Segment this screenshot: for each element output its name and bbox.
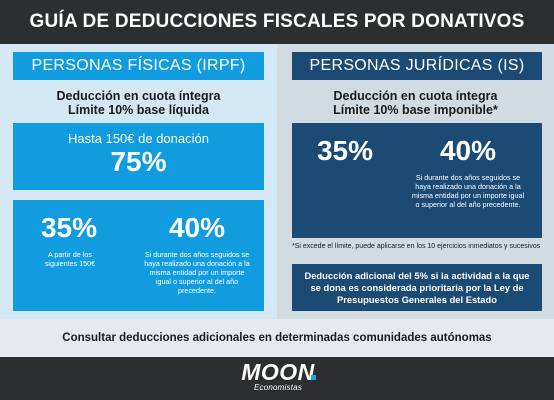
logo-tagline: Economistas [254,383,302,392]
donation-150-percent: 75% [110,146,167,177]
donation-150-box: Hasta 150€ de donación 75% [13,123,264,190]
page-title: GUÍA DE DEDUCCIONES FISCALES POR DONATIV… [0,0,554,44]
irpf-percent-40: 40% [168,212,226,243]
is-note-40: Si durante dos años seguidos se haya rea… [411,173,525,209]
irpf-note-40: Si durante dos años seguidos se haya rea… [144,250,250,295]
logo-dot-icon [311,375,316,380]
irpf-subtitle-line1: Deducción en cuota íntegra [56,89,221,103]
is-subtitle-line1: Deducción en cuota íntegra [333,89,498,103]
footer-note: Consultar deducciones adicionales en det… [0,319,554,357]
is-header: PERSONAS JURÍDICAS (IS) [292,52,542,80]
bottom-bar [0,357,554,400]
is-subtitle-line2: Límite 10% base imponible* [333,103,498,117]
irpf-note-35: A partir de los siguientes 150€ [44,250,96,268]
is-percent-40: 40% [439,135,497,166]
is-percent-35: 35% [316,135,374,166]
is-asterisk-note: *Si excede el límite, puede aplicarse en… [292,243,541,250]
is-percent-box: 35% 40% Si durante dos años seguidos se … [292,123,542,238]
irpf-percent-box: 35% A partir de los siguientes 150€ 40% … [13,200,264,311]
is-subtitle: Deducción en cuota íntegra Límite 10% ba… [277,89,554,117]
irpf-percent-35: 35% [40,212,98,243]
irpf-header: PERSONAS FÍSICAS (IRPF) [13,52,264,80]
irpf-subtitle: Deducción en cuota íntegra Límite 10% ba… [0,89,277,117]
additional-deduction-box: Deducción adicional del 5% si la activid… [292,264,542,311]
logo-wordmark: MOON [241,359,315,385]
donation-150-label: Hasta 150€ de donación [68,131,209,146]
moon-logo: MOON Economistas [236,360,320,396]
irpf-subtitle-line2: Límite 10% base líquida [67,103,209,117]
